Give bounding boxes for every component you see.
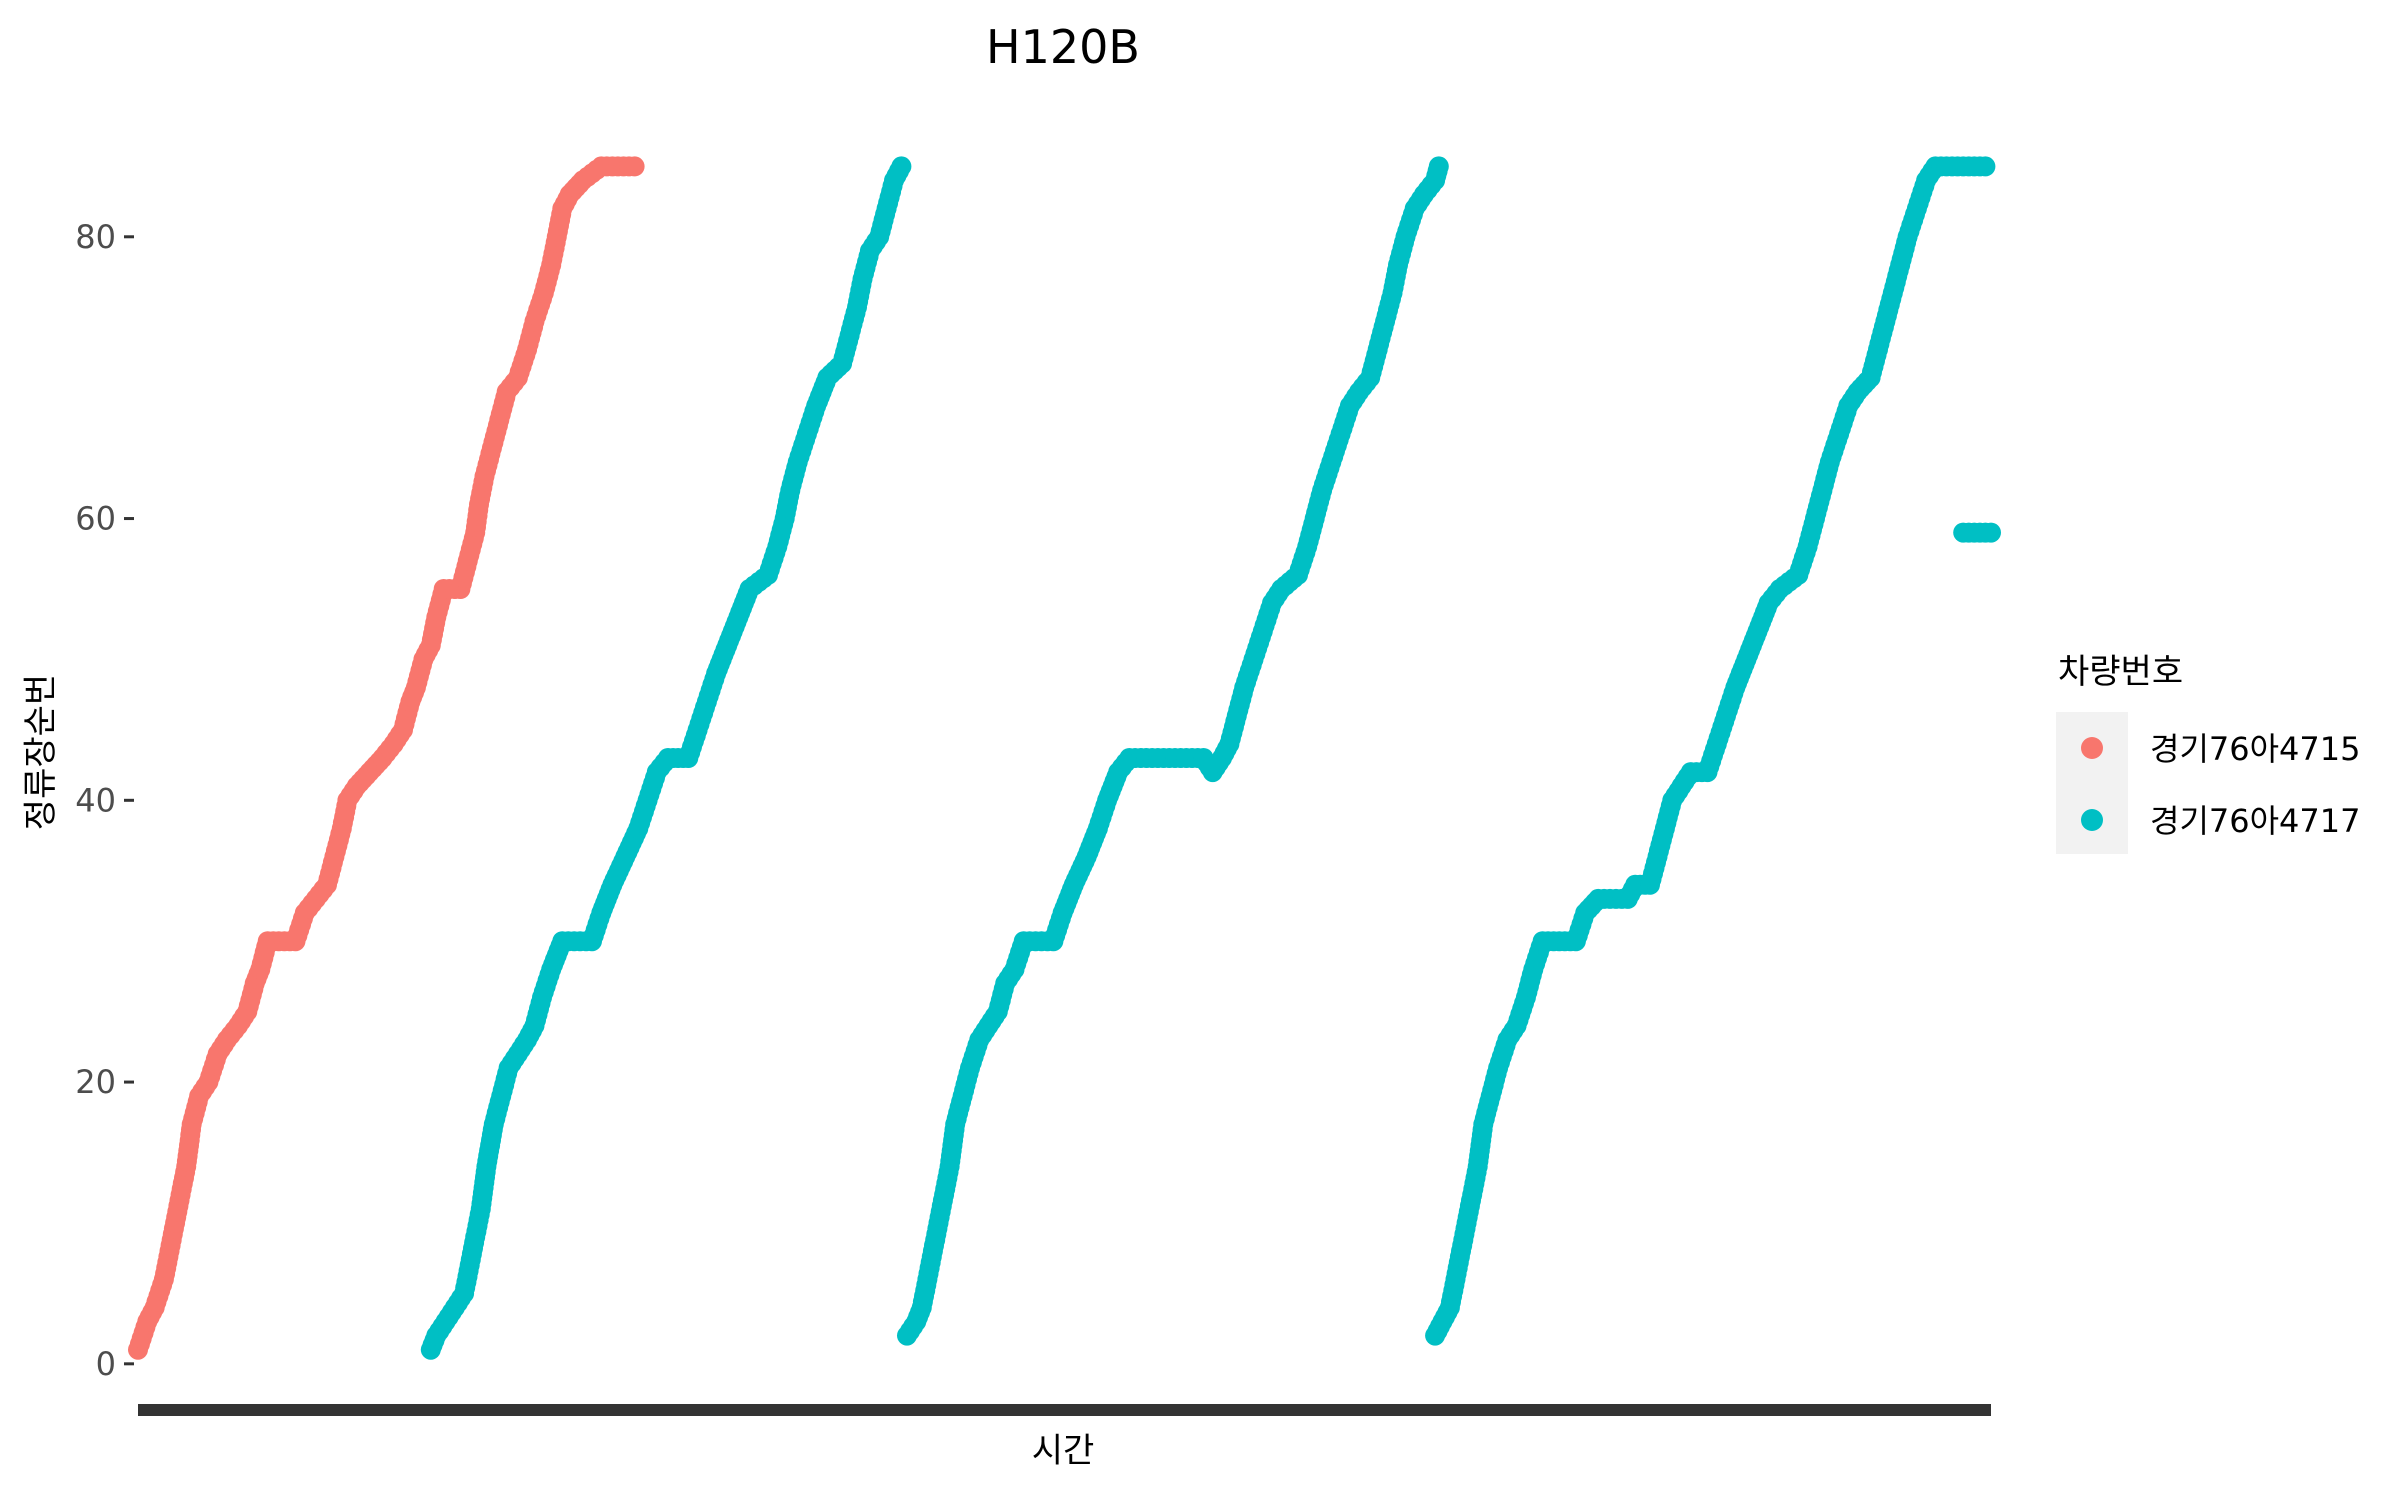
legend-key-0 xyxy=(2081,737,2103,759)
legend: 차량번호 경기76아4715 경기76아4717 xyxy=(2056,652,2360,854)
y-axis: 0 20 40 60 80 xyxy=(75,218,134,1383)
series-0 xyxy=(128,156,645,1360)
legend-key-bg xyxy=(2056,712,2128,854)
y-tick-label-0: 0 xyxy=(96,1345,116,1383)
point-s1-481 xyxy=(1428,156,1449,177)
point-s1-236 xyxy=(891,156,912,177)
x-axis-label: 시간 xyxy=(1032,1431,1095,1471)
legend-label-0: 경기76아4715 xyxy=(2150,730,2360,768)
y-tick-label-40: 40 xyxy=(75,781,116,819)
legend-label-1: 경기76아4717 xyxy=(2150,802,2360,840)
chart-title: H120B xyxy=(986,20,1140,74)
plot-marks xyxy=(128,156,2001,1360)
y-tick-label-20: 20 xyxy=(75,1063,116,1101)
series-1 xyxy=(420,156,2001,1360)
y-tick-label-60: 60 xyxy=(75,500,116,538)
point-s0-238 xyxy=(624,156,645,177)
legend-key-1 xyxy=(2081,809,2103,831)
point-s1-734 xyxy=(1981,522,2001,543)
legend-title: 차량번호 xyxy=(2058,652,2183,692)
y-tick-label-80: 80 xyxy=(75,218,116,256)
point-s1-728 xyxy=(1975,156,1996,177)
x-axis-tick-band xyxy=(138,1404,1991,1416)
y-axis-label: 정류장순번 xyxy=(21,674,61,830)
